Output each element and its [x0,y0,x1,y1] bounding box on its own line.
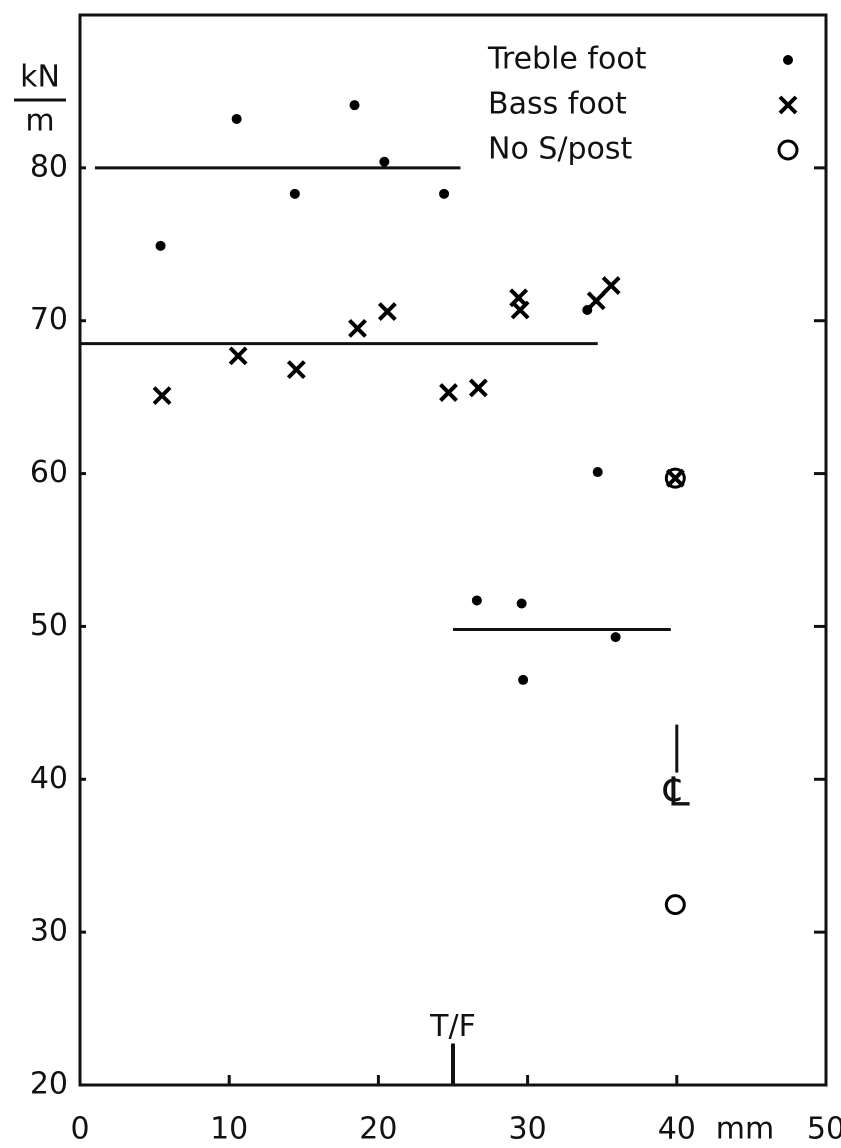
legend-marker [783,55,793,65]
point [610,632,621,643]
point [601,276,621,295]
y-tick-label: 50 [30,608,68,643]
point [664,894,686,916]
y-label-numerator: kN [20,60,60,95]
legend-label: No S/post [488,132,633,167]
point [377,302,397,321]
point [348,318,367,338]
y-label-denominator: m [25,104,54,139]
annotation: ℄ [663,770,690,816]
y-tick-label: 60 [30,455,68,490]
point [231,113,242,124]
legend-marker [778,95,798,115]
plot-frame [78,13,828,1087]
point [586,291,606,311]
point [510,300,530,320]
y-tick-label: 20 [30,1067,68,1102]
x-tick-label: 0 [70,1112,89,1147]
x-tick-label: 30 [509,1112,547,1147]
point [228,346,248,366]
y-tick-label: 30 [30,914,68,949]
point [518,674,529,685]
point [286,360,306,380]
legend-label: Treble foot [487,42,647,77]
legend-marker [777,139,799,161]
x-tick-label: 40 [658,1112,696,1147]
point [664,467,686,489]
x-tick-label: 10 [210,1112,248,1147]
point [439,188,450,199]
x-tick-label: 50 [807,1112,841,1147]
point [592,467,603,478]
point [516,598,527,609]
point [289,188,300,199]
point [439,383,458,402]
point [349,100,360,111]
y-tick-label: 70 [30,302,68,337]
point [152,386,172,406]
y-tick-label: 80 [30,149,68,184]
x-tick-label: 20 [359,1112,397,1147]
point [379,156,390,167]
y-tick-label: 40 [30,761,68,796]
point [468,378,488,398]
x-unit: mm [716,1112,774,1147]
point [155,240,166,251]
annotation: T/F [429,1009,476,1044]
point [471,595,482,606]
legend-label: Bass foot [488,87,627,122]
